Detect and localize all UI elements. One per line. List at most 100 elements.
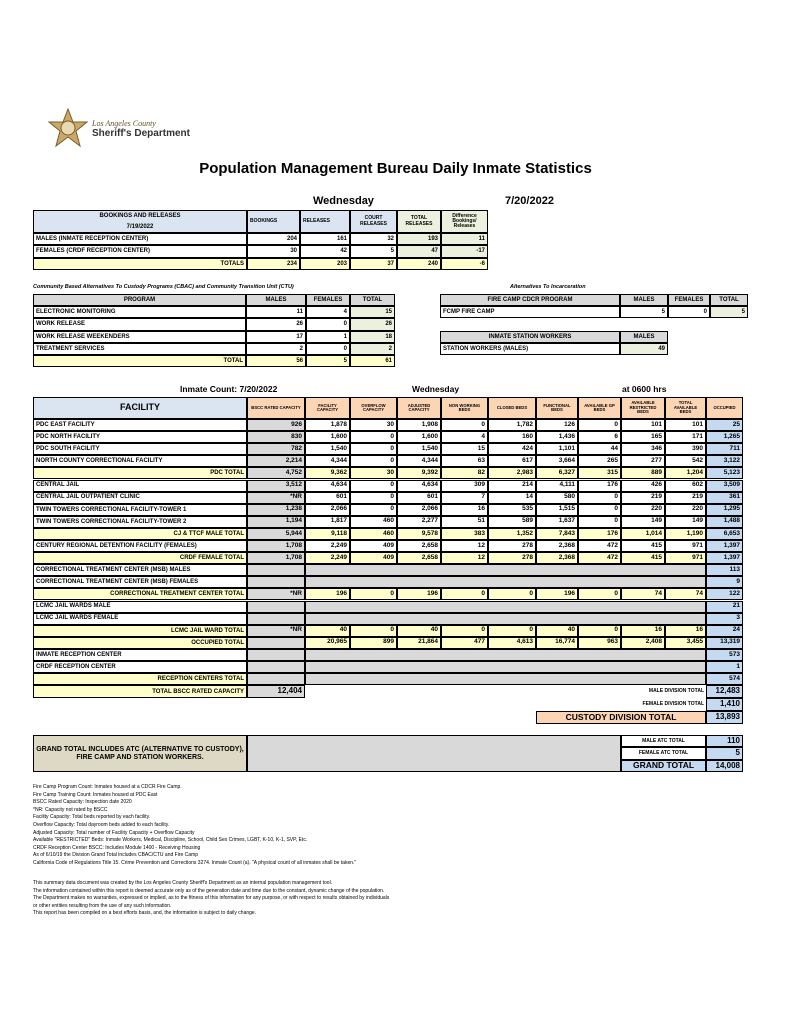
facility-name: TWIN TOWERS CORRECTIONAL FACILITY-TOWER … [33, 515, 247, 528]
bookings-label: FEMALES (CRDF RECEPTION CENTER) [33, 245, 247, 258]
facility-name: CORRECTIONAL TREATMENT CENTER TOTAL [33, 588, 247, 601]
bookings-value: 42 [300, 245, 350, 258]
facility-value: 2,066 [397, 503, 441, 516]
facility-value: 122 [706, 588, 743, 601]
footnote: California Code of Regulations Title 15.… [33, 860, 357, 866]
facility-value: 4,634 [305, 479, 350, 492]
facility-value: 2,277 [397, 515, 441, 528]
facility-value: 7 [441, 491, 488, 504]
facility-value [247, 661, 305, 674]
fire-header: FIRE CAMP CDCR PROGRAM [440, 294, 620, 306]
division-label: CUSTODY DIVISION TOTAL [536, 711, 706, 725]
facility-value: 0 [488, 588, 536, 601]
facility-name: INMATE RECEPTION CENTER [33, 648, 247, 661]
cbac-value: 26 [246, 318, 306, 331]
blank-span [305, 648, 706, 661]
facility-value: 4,344 [305, 455, 350, 468]
facility-value: 415 [621, 552, 665, 565]
blank-span [305, 612, 706, 625]
facility-value: 149 [621, 515, 665, 528]
facility-value: 0 [350, 491, 397, 504]
agency-line2: Sheriff's Department [92, 128, 190, 139]
disclaimer: The information contained within this re… [33, 887, 385, 894]
facility-value: 4,111 [536, 479, 578, 492]
facility-value: 4,634 [397, 479, 441, 492]
facility-name: CENTRAL JAIL OUTPATIENT CLINIC [33, 491, 247, 504]
facility-value [247, 612, 305, 625]
bookings-value: -6 [441, 257, 488, 270]
facility-value: 74 [621, 588, 665, 601]
facility-value: 542 [665, 455, 706, 468]
sheriff-badge [48, 108, 88, 148]
cbac-header: MALES [246, 294, 306, 306]
facility-value: 196 [536, 588, 578, 601]
bscc-total: 12,404 [247, 685, 305, 699]
facility-value: 2,658 [397, 540, 441, 553]
facility-value: 220 [621, 503, 665, 516]
facility-value: 971 [665, 540, 706, 553]
cbac-value: 2 [350, 342, 395, 356]
cbac-value: 18 [350, 330, 395, 343]
facility-value: 830 [247, 431, 305, 444]
facility-value: 3 [706, 612, 743, 625]
cbac-label: TOTAL [33, 355, 246, 368]
facility-name: OCCUPIED TOTAL [33, 636, 247, 649]
cbac-header: PROGRAM [33, 294, 246, 306]
facility-value: 1 [706, 661, 743, 674]
fire-header: MALES [620, 294, 668, 306]
cbac-value: 17 [246, 330, 306, 343]
facility-value: 601 [397, 491, 441, 504]
bookings-value: 47 [397, 245, 441, 258]
footnote: Facility Capacity: Total beds reported b… [33, 814, 151, 821]
facility-value: 1,782 [488, 419, 536, 432]
facility-value: 16 [621, 624, 665, 637]
facility-value: 7,843 [536, 527, 578, 540]
facility-value: 82 [441, 467, 488, 480]
bookings-value: 11 [441, 233, 488, 246]
cbac-value: 5 [306, 355, 350, 368]
disclaimer: The Department makes no warranties, expr… [33, 895, 390, 902]
facility-col-header: FACILITY [33, 397, 247, 419]
disclaimer: This summary data document was created b… [33, 880, 333, 886]
cbac-value: 26 [350, 318, 395, 331]
footnote: As of 6/10/19 the Division Grand Total i… [33, 852, 198, 859]
facility-value: 460 [350, 527, 397, 540]
bookings-value: 203 [300, 257, 350, 270]
facility-value: 277 [621, 455, 665, 468]
bookings-value: 161 [300, 233, 350, 246]
station-value: 49 [620, 343, 668, 355]
cbac-label: TREATMENT SERVICES [33, 342, 246, 356]
facility-value: 0 [578, 491, 621, 504]
facility-value: 472 [578, 540, 621, 553]
footnote: Overflow Capacity: Total dayroom beds ad… [33, 822, 170, 828]
facility-value: 0 [350, 588, 397, 601]
facility-col-header: FACILITY CAPACITY [305, 397, 350, 419]
bookings-col-header: COURT RELEASES [350, 210, 397, 233]
facility-name: LCMC JAIL WARD TOTAL [33, 624, 247, 637]
facility-value: 580 [536, 491, 578, 504]
facility-value: 12 [441, 540, 488, 553]
blank-span [305, 564, 706, 577]
count-day: Wednesday [412, 384, 460, 394]
bookings-value: 5 [350, 245, 397, 258]
grand-note: GRAND TOTAL INCLUDES ATC (ALTERNATIVE TO… [33, 735, 247, 772]
facility-name: CRDF FEMALE TOTAL [33, 552, 247, 565]
cbac-label: WORK RELEASE [33, 318, 246, 331]
fire-value: 5 [710, 306, 748, 318]
facility-value [247, 564, 305, 577]
facility-value: 219 [621, 491, 665, 504]
facility-value: 214 [488, 479, 536, 492]
facility-value: 346 [621, 443, 665, 456]
facility-value: 1,600 [397, 431, 441, 444]
facility-value: 171 [665, 431, 706, 444]
facility-value: 165 [621, 431, 665, 444]
facility-value: 0 [578, 515, 621, 528]
facility-name: CORRECTIONAL TREATMENT CENTER (MSB) MALE… [33, 564, 247, 577]
facility-value: 20,965 [305, 636, 350, 649]
facility-value: 409 [350, 552, 397, 565]
facility-value: 0 [350, 455, 397, 468]
bookings-value: 234 [247, 257, 300, 270]
facility-value: 9,392 [397, 467, 441, 480]
fire-header: TOTAL [710, 294, 748, 306]
